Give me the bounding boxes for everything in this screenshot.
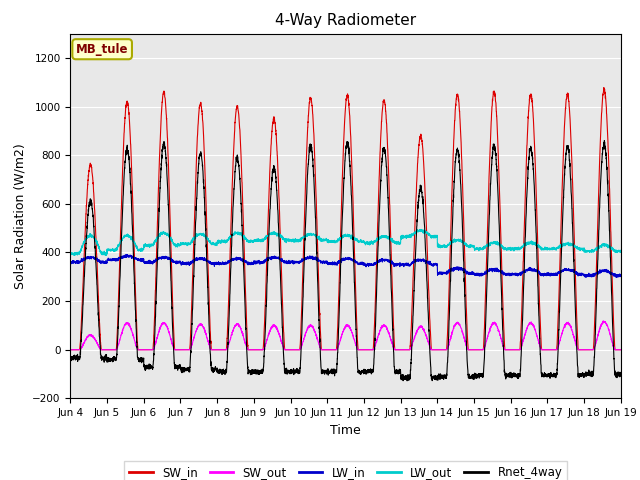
X-axis label: Time: Time xyxy=(330,424,361,437)
Line: LW_in: LW_in xyxy=(70,255,621,277)
LW_out xyxy=(469,243,477,249)
LW_in xyxy=(617,274,625,279)
Rnet_4way xyxy=(469,375,477,381)
SW_out xyxy=(469,347,477,353)
SW_out xyxy=(500,346,508,351)
Line: Rnet_4way: Rnet_4way xyxy=(70,141,621,381)
Line: SW_out: SW_out xyxy=(70,321,621,350)
LW_out xyxy=(617,249,625,254)
LW_in xyxy=(469,271,477,277)
SW_in xyxy=(617,347,625,353)
SW_in xyxy=(166,191,173,196)
SW_in xyxy=(616,347,624,353)
Line: SW_in: SW_in xyxy=(70,87,621,350)
Rnet_4way xyxy=(438,373,446,379)
LW_out xyxy=(439,244,447,250)
LW_out xyxy=(616,249,624,255)
LW_out xyxy=(325,238,333,243)
LW_out xyxy=(67,250,74,256)
Rnet_4way xyxy=(500,361,508,367)
SW_in xyxy=(325,347,333,353)
SW_in xyxy=(469,347,477,353)
SW_in xyxy=(67,347,74,353)
LW_in xyxy=(616,274,624,279)
SW_out xyxy=(325,347,333,353)
LW_out xyxy=(500,245,508,251)
Rnet_4way xyxy=(166,229,173,235)
Rnet_4way xyxy=(403,378,411,384)
Text: MB_tule: MB_tule xyxy=(76,43,129,56)
SW_in xyxy=(438,347,446,353)
LW_out xyxy=(417,227,425,232)
Y-axis label: Solar Radiation (W/m2): Solar Radiation (W/m2) xyxy=(13,143,27,289)
Title: 4-Way Radiometer: 4-Way Radiometer xyxy=(275,13,416,28)
LW_out xyxy=(71,252,79,258)
LW_out xyxy=(166,233,173,239)
LW_in xyxy=(325,260,333,266)
LW_in xyxy=(612,275,620,280)
LW_in xyxy=(67,258,74,264)
SW_out xyxy=(616,347,624,353)
Line: LW_out: LW_out xyxy=(70,229,621,255)
SW_in xyxy=(500,334,508,339)
SW_out xyxy=(617,347,625,353)
Rnet_4way xyxy=(617,373,625,379)
SW_out xyxy=(438,347,446,353)
Legend: SW_in, SW_out, LW_in, LW_out, Rnet_4way: SW_in, SW_out, LW_in, LW_out, Rnet_4way xyxy=(124,461,567,480)
LW_in xyxy=(166,256,173,262)
LW_in xyxy=(438,270,446,276)
Rnet_4way xyxy=(67,355,74,360)
Rnet_4way xyxy=(325,370,333,376)
SW_out xyxy=(67,347,74,353)
SW_out xyxy=(166,330,173,336)
SW_in xyxy=(600,84,608,90)
SW_out xyxy=(599,318,607,324)
LW_in xyxy=(500,270,508,276)
Rnet_4way xyxy=(616,371,624,376)
Rnet_4way xyxy=(600,138,608,144)
LW_in xyxy=(124,252,131,258)
